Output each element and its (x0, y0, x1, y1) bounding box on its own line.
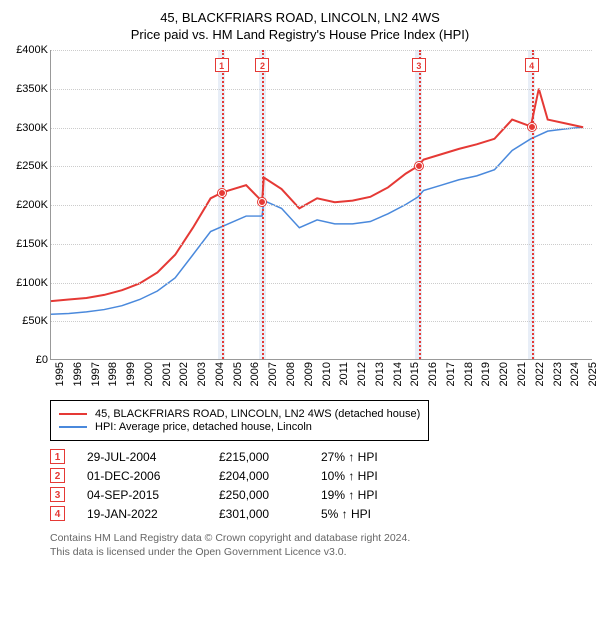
gridline (51, 283, 592, 284)
event-marker: 1 (215, 58, 229, 72)
series-line-price_paid (51, 89, 583, 301)
transaction-pct: 10% ↑ HPI (321, 469, 411, 483)
title-block: 45, BLACKFRIARS ROAD, LINCOLN, LN2 4WS P… (8, 10, 592, 42)
transaction-pct: 27% ↑ HPI (321, 450, 411, 464)
gridline (51, 166, 592, 167)
transaction-pct: 19% ↑ HPI (321, 488, 411, 502)
legend: 45, BLACKFRIARS ROAD, LINCOLN, LN2 4WS (… (50, 400, 429, 441)
transaction-date: 29-JUL-2004 (87, 450, 197, 464)
y-tick-label: £100K (16, 277, 48, 289)
event-line (222, 50, 224, 359)
transaction-row: 1 29-JUL-2004 £215,000 27% ↑ HPI (50, 449, 592, 464)
y-tick-label: £50K (22, 315, 48, 327)
gridline (51, 244, 592, 245)
y-tick-label: £400K (16, 44, 48, 56)
transaction-row: 4 19-JAN-2022 £301,000 5% ↑ HPI (50, 506, 592, 521)
footer-line1: Contains HM Land Registry data © Crown c… (50, 531, 592, 545)
gridline (51, 50, 592, 51)
transaction-date: 19-JAN-2022 (87, 507, 197, 521)
transaction-badge: 1 (50, 449, 65, 464)
transaction-badge: 3 (50, 487, 65, 502)
plot-area: 1 2 3 4 (50, 50, 592, 360)
transaction-row: 3 04-SEP-2015 £250,000 19% ↑ HPI (50, 487, 592, 502)
gridline (51, 321, 592, 322)
x-tick-label: 2025 (587, 362, 600, 386)
transactions-table: 1 29-JUL-2004 £215,000 27% ↑ HPI 2 01-DEC-200… (50, 449, 592, 521)
y-tick-label: £250K (16, 160, 48, 172)
y-tick-label: £150K (16, 238, 48, 250)
transaction-price: £215,000 (219, 450, 299, 464)
legend-swatch (59, 413, 87, 415)
sale-dot (528, 123, 536, 131)
transaction-date: 01-DEC-2006 (87, 469, 197, 483)
event-marker: 4 (525, 58, 539, 72)
legend-row: 45, BLACKFRIARS ROAD, LINCOLN, LN2 4WS (… (59, 408, 420, 420)
legend-label: 45, BLACKFRIARS ROAD, LINCOLN, LN2 4WS (… (95, 408, 420, 420)
transaction-row: 2 01-DEC-2006 £204,000 10% ↑ HPI (50, 468, 592, 483)
y-tick-label: £200K (16, 199, 48, 211)
sale-dot (415, 162, 423, 170)
subtitle: Price paid vs. HM Land Registry's House … (8, 27, 592, 42)
transaction-price: £250,000 (219, 488, 299, 502)
transaction-date: 04-SEP-2015 (87, 488, 197, 502)
address-title: 45, BLACKFRIARS ROAD, LINCOLN, LN2 4WS (8, 10, 592, 25)
event-marker: 2 (255, 58, 269, 72)
transaction-price: £301,000 (219, 507, 299, 521)
event-line (532, 50, 534, 359)
chart: £0£50K£100K£150K£200K£250K£300K£350K£400… (8, 50, 592, 390)
gridline (51, 89, 592, 90)
footer: Contains HM Land Registry data © Crown c… (50, 531, 592, 559)
y-tick-label: £300K (16, 122, 48, 134)
footer-line2: This data is licensed under the Open Gov… (50, 545, 592, 559)
transaction-badge: 4 (50, 506, 65, 521)
y-tick-label: £350K (16, 83, 48, 95)
legend-label: HPI: Average price, detached house, Linc… (95, 421, 312, 433)
sale-dot (218, 189, 226, 197)
sale-dot (258, 198, 266, 206)
transaction-pct: 5% ↑ HPI (321, 507, 411, 521)
event-line (419, 50, 421, 359)
gridline (51, 128, 592, 129)
x-axis: 1995199619971998199920002001200220032004… (50, 360, 592, 390)
y-axis: £0£50K£100K£150K£200K£250K£300K£350K£400… (8, 50, 50, 360)
legend-swatch (59, 426, 87, 428)
y-tick-label: £0 (36, 354, 48, 366)
gridline (51, 205, 592, 206)
transaction-badge: 2 (50, 468, 65, 483)
event-marker: 3 (412, 58, 426, 72)
legend-row: HPI: Average price, detached house, Linc… (59, 421, 420, 433)
transaction-price: £204,000 (219, 469, 299, 483)
page-root: 45, BLACKFRIARS ROAD, LINCOLN, LN2 4WS P… (0, 0, 600, 567)
